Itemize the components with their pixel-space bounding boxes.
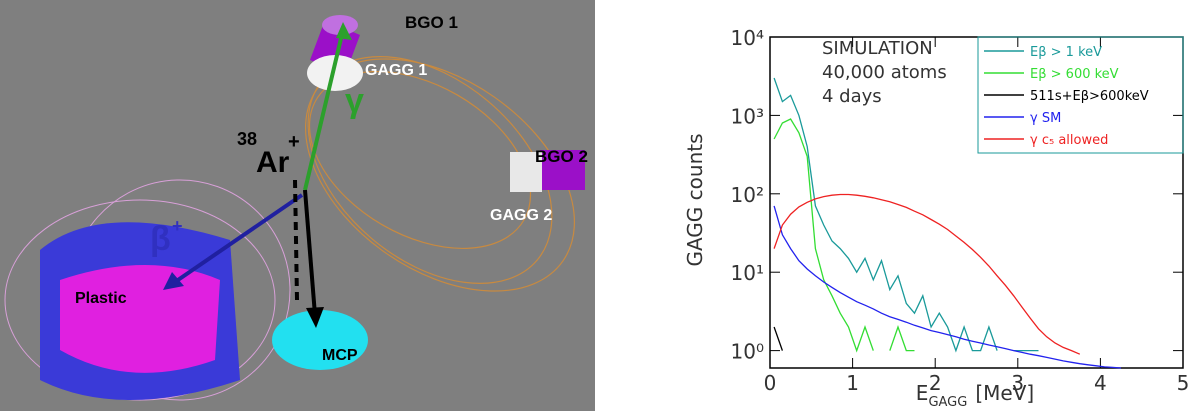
label: β — [150, 220, 171, 258]
annotation: 40,000 atoms — [822, 62, 947, 83]
page: BGO 1 GAGG 1 γ 38 Ar + BGO 2 GAGG 2 β + … — [0, 0, 1197, 411]
label: 38 — [237, 129, 257, 149]
label: BGO 2 — [535, 147, 588, 166]
y-tick-label: 10³ — [731, 104, 764, 128]
label: MCP — [322, 347, 358, 364]
label: + — [172, 216, 183, 236]
legend-label: Eβ > 1 keV — [1030, 45, 1102, 60]
series-line — [774, 78, 1038, 351]
x-tick-label: 4 — [1094, 371, 1107, 395]
legend-label: 511s+Eβ>600keV — [1030, 89, 1149, 104]
x-tick-label: 5 — [1177, 371, 1190, 395]
label: + — [288, 131, 300, 153]
label: BGO 1 — [405, 13, 458, 32]
x-tick-label: 1 — [846, 371, 859, 395]
detector-scene: BGO 1 GAGG 1 γ 38 Ar + BGO 2 GAGG 2 β + … — [0, 0, 617, 411]
label: γ — [345, 82, 364, 120]
figure: BGO 1 GAGG 1 γ 38 Ar + BGO 2 GAGG 2 β + … — [0, 0, 1197, 411]
y-tick-label: 10¹ — [731, 261, 764, 285]
y-tick-label: 10⁴ — [731, 26, 764, 50]
series-line — [774, 296, 815, 351]
annotation: SIMULATION — [822, 38, 933, 59]
series-line — [774, 119, 914, 351]
x-tick-label: 2 — [929, 371, 942, 395]
label: GAGG 1 — [365, 62, 427, 79]
x-axis-label-unit: [MeV] — [975, 381, 1034, 405]
legend-label: Eβ > 600 keV — [1030, 67, 1119, 82]
y-tick-label: 10⁰ — [731, 340, 764, 364]
annotation: 4 days — [822, 86, 882, 107]
x-axis-label-sub: GAGG — [928, 395, 967, 410]
label: Ar — [256, 146, 290, 179]
dashed-arrow — [295, 180, 297, 300]
plastic — [60, 265, 220, 373]
label: Plastic — [75, 290, 127, 307]
x-axis-label-main: E — [916, 381, 929, 405]
legend-label: γ c₅ allowed — [1030, 133, 1108, 148]
y-tick-label: 10² — [731, 183, 764, 207]
legend-label: γ SM — [1030, 111, 1061, 126]
x-tick-label: 0 — [764, 371, 777, 395]
series-line — [774, 195, 1080, 355]
label: GAGG 2 — [490, 207, 552, 224]
y-axis-label: GAGG counts — [683, 133, 707, 266]
